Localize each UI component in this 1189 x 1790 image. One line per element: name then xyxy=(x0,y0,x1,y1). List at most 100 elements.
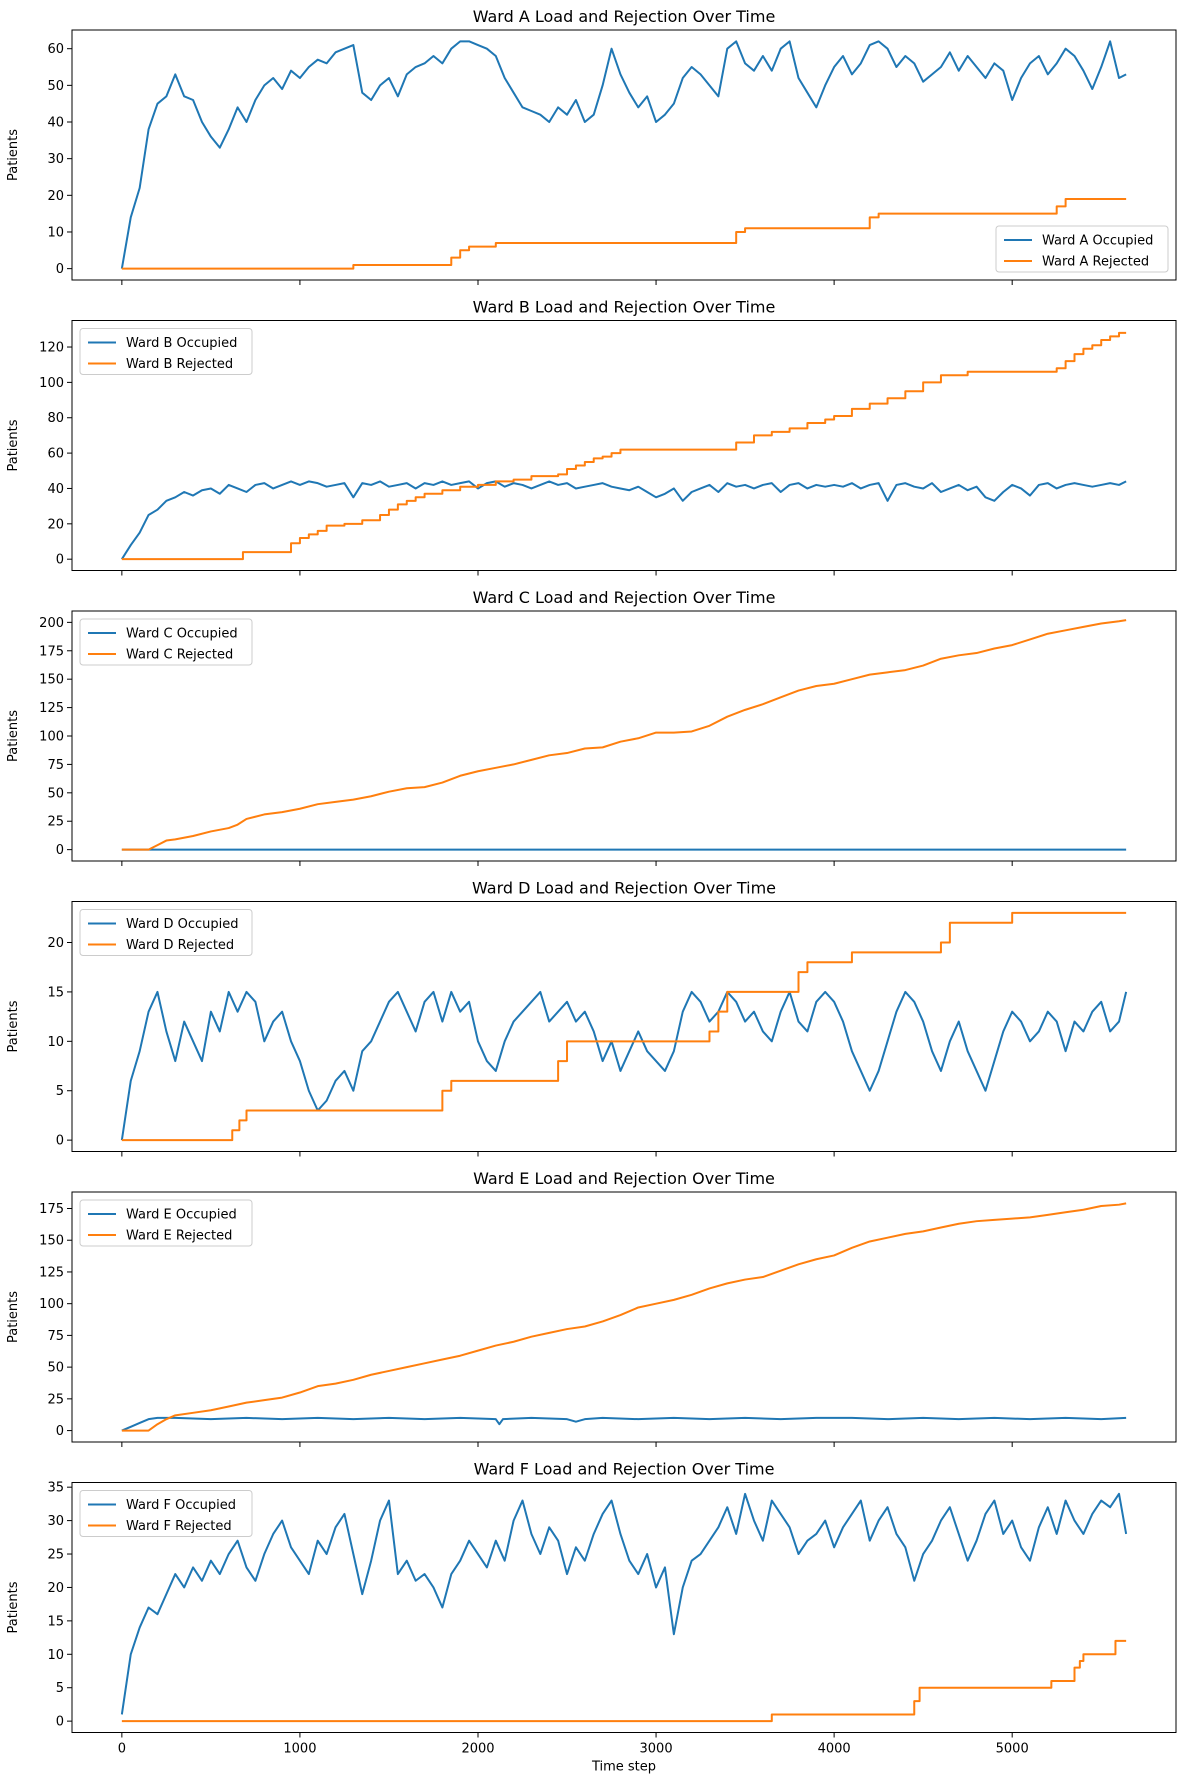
series-lines xyxy=(121,331,1127,561)
y-tick-label: 0 xyxy=(56,1134,64,1149)
y-tick-label: 100 xyxy=(39,1297,64,1312)
y-tick-label: 35 xyxy=(47,1481,64,1496)
y-tick-label: 20 xyxy=(47,189,64,204)
subplot-ward-d: Ward D Load and Rejection Over Time 0 5 10 1… xyxy=(6,879,1177,1157)
y-tick-label: 0 xyxy=(56,1715,64,1730)
y-tick-label: 125 xyxy=(39,701,64,716)
series-line-occupied xyxy=(120,40,1127,269)
y-axis-label: Patients xyxy=(6,1000,21,1052)
legend-box xyxy=(79,1199,253,1247)
legend-box xyxy=(995,225,1169,273)
y-tick-label: 20 xyxy=(47,517,64,532)
y-tick-label: 75 xyxy=(47,1329,64,1344)
y-tick-label: 120 xyxy=(39,341,64,356)
y-tick-label: 200 xyxy=(39,616,64,631)
y-tick-label: 150 xyxy=(39,1234,64,1249)
axes-frame xyxy=(71,29,1177,281)
legend-label: Ward C Rejected xyxy=(126,648,233,663)
series-lines xyxy=(120,1492,1128,1723)
legend-label: Ward A Occupied xyxy=(1042,234,1153,249)
legend-box xyxy=(79,328,253,375)
subplot-ward-b: Ward B Load and Rejection Over Time 0 20 40… xyxy=(6,298,1177,576)
x-tick-label: 4000 xyxy=(818,1742,851,1757)
subplot-ward-c: Ward C Load and Rejection Over Time 0 25 50… xyxy=(6,588,1177,866)
legend-label: Ward F Rejected xyxy=(126,1519,232,1534)
series-lines xyxy=(121,619,1127,851)
y-tick-label: 10 xyxy=(47,1648,64,1663)
subplots-container: Ward A Load and Rejection Over Time 0 10 20… xyxy=(6,7,1177,1757)
series-lines xyxy=(121,1202,1127,1432)
y-axis-label: Patients xyxy=(6,1581,21,1633)
y-axis-label: Patients xyxy=(6,710,21,762)
y-axis-label: Patients xyxy=(6,1291,21,1343)
y-tick-label: 30 xyxy=(47,1514,64,1529)
y-tick-label: 0 xyxy=(56,843,64,858)
series-line-rejected xyxy=(121,1202,1127,1432)
axes-frame xyxy=(71,1191,1177,1443)
subplot-ward-e: Ward E Load and Rejection Over Time 0 25 50… xyxy=(6,1169,1177,1447)
series-line-occupied xyxy=(121,1416,1127,1432)
legend-label: Ward E Rejected xyxy=(126,1229,232,1244)
y-tick-label: 15 xyxy=(47,985,64,1000)
series-line-rejected xyxy=(121,911,1127,1142)
y-tick-label: 75 xyxy=(47,758,64,773)
legend-label: Ward B Rejected xyxy=(126,357,233,372)
chart-title: Ward B Load and Rejection Over Time xyxy=(473,298,776,317)
series-line-rejected xyxy=(121,331,1127,561)
x-tick-label: 0 xyxy=(118,1742,126,1757)
legend: Ward E Occupied Ward E Rejected xyxy=(79,1199,253,1247)
series-line-rejected xyxy=(121,197,1127,270)
y-tick-label: 175 xyxy=(39,644,64,659)
axes-frame xyxy=(71,1482,1177,1733)
chart-title: Ward E Load and Rejection Over Time xyxy=(473,1169,775,1188)
subplot-ward-f: Ward F Load and Rejection Over Time 0 5 10 1… xyxy=(6,1460,1177,1757)
legend-box xyxy=(79,909,253,956)
legend-box xyxy=(79,618,253,666)
legend-label: Ward D Rejected xyxy=(126,938,234,953)
chart-title: Ward A Load and Rejection Over Time xyxy=(473,7,776,26)
legend-label: Ward D Occupied xyxy=(126,917,239,932)
y-tick-label: 40 xyxy=(47,482,64,497)
y-tick-label: 30 xyxy=(47,152,64,167)
series-line-rejected xyxy=(121,619,1127,851)
axes-frame xyxy=(71,901,1177,1152)
legend-label: Ward A Rejected xyxy=(1042,255,1149,270)
y-tick-label: 100 xyxy=(39,376,64,391)
series-lines xyxy=(120,911,1128,1142)
series-line-occupied xyxy=(120,990,1128,1141)
chart-title: Ward D Load and Rejection Over Time xyxy=(472,879,776,898)
y-tick-label: 25 xyxy=(47,1548,64,1563)
y-tick-label: 0 xyxy=(56,262,64,277)
legend-label: Ward F Occupied xyxy=(126,1498,236,1513)
series-line-rejected xyxy=(121,1639,1127,1723)
legend: Ward F Occupied Ward F Rejected xyxy=(79,1490,253,1537)
y-tick-label: 80 xyxy=(47,411,64,426)
legend: Ward C Occupied Ward C Rejected xyxy=(79,618,253,666)
x-tick-label: 1000 xyxy=(283,1742,316,1757)
y-tick-label: 15 xyxy=(47,1614,64,1629)
legend-label: Ward E Occupied xyxy=(126,1208,237,1223)
y-tick-label: 50 xyxy=(47,79,64,94)
y-tick-label: 10 xyxy=(47,225,64,240)
series-line-occupied xyxy=(120,1492,1128,1715)
y-tick-label: 50 xyxy=(47,786,64,801)
y-tick-label: 0 xyxy=(56,553,64,568)
y-tick-label: 5 xyxy=(56,1681,64,1696)
x-axis-label: Time step xyxy=(591,1760,656,1775)
x-tick-label: 3000 xyxy=(640,1742,673,1757)
legend-box xyxy=(79,1490,253,1537)
y-tick-label: 100 xyxy=(39,730,64,745)
y-tick-label: 150 xyxy=(39,673,64,688)
y-axis-label: Patients xyxy=(6,129,21,181)
x-tick-label: 2000 xyxy=(461,1742,494,1757)
y-tick-label: 10 xyxy=(47,1035,64,1050)
legend: Ward B Occupied Ward B Rejected xyxy=(79,328,253,375)
y-tick-label: 125 xyxy=(39,1265,64,1280)
y-tick-label: 175 xyxy=(39,1202,64,1217)
y-tick-label: 20 xyxy=(47,1581,64,1596)
legend: Ward A Occupied Ward A Rejected xyxy=(995,225,1169,273)
y-tick-label: 25 xyxy=(47,815,64,830)
y-tick-label: 20 xyxy=(47,936,64,951)
axes-frame xyxy=(71,320,1177,571)
y-tick-label: 0 xyxy=(56,1424,64,1439)
